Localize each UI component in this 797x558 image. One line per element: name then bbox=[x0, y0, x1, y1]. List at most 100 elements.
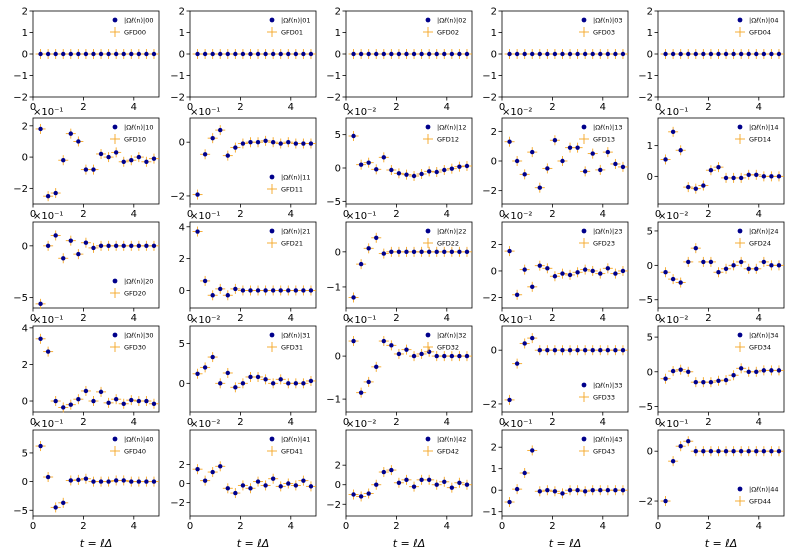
omega-marker bbox=[716, 51, 721, 57]
omega-marker bbox=[248, 486, 253, 491]
omega-marker bbox=[308, 378, 314, 384]
omega-marker bbox=[263, 377, 268, 382]
omega-marker bbox=[351, 51, 356, 57]
omega-marker bbox=[442, 51, 447, 57]
omega-marker bbox=[442, 353, 447, 359]
data-point bbox=[705, 256, 716, 267]
legend-label-gfd: GFD23 bbox=[593, 239, 615, 247]
y-tick-label: 0 bbox=[335, 50, 341, 61]
data-point bbox=[371, 361, 382, 372]
omega-marker bbox=[129, 479, 134, 484]
omega-marker bbox=[449, 249, 455, 255]
omega-marker bbox=[514, 292, 520, 297]
data-point bbox=[773, 446, 784, 457]
legend-label-gfd: GFD00 bbox=[124, 28, 146, 36]
omega-marker bbox=[723, 448, 729, 454]
omega-marker bbox=[381, 469, 386, 475]
legend: |Ωℓ(n)|21 GFD21 bbox=[267, 227, 311, 248]
data-point bbox=[580, 166, 591, 177]
x-tick-label: 4 bbox=[600, 521, 606, 532]
omega-marker bbox=[582, 169, 588, 174]
omega-marker bbox=[106, 51, 111, 57]
data-point bbox=[378, 152, 389, 163]
x-tick-label: 2 bbox=[393, 209, 399, 220]
omega-marker bbox=[278, 484, 283, 489]
omega-marker bbox=[195, 192, 200, 197]
x-tick-label: 2 bbox=[705, 102, 711, 113]
data-point bbox=[35, 441, 46, 452]
data-point bbox=[736, 256, 747, 267]
x-tick-label: 0 bbox=[655, 417, 661, 428]
data-point bbox=[348, 131, 359, 141]
y-tick-label: −5 bbox=[13, 293, 28, 304]
omega-marker bbox=[598, 271, 603, 276]
legend-marker-omega bbox=[737, 228, 743, 234]
omega-marker bbox=[293, 381, 299, 386]
omega-marker bbox=[776, 263, 782, 268]
omega-marker bbox=[225, 486, 230, 491]
y-tick-label: 0 bbox=[179, 50, 185, 61]
y-tick-label: −2 bbox=[482, 399, 497, 410]
subplot-10: −2 0 2 0 2 4 ×10⁻¹ |Ωℓ(n)|10 GFD10 bbox=[13, 107, 160, 220]
omega-marker bbox=[404, 477, 409, 483]
data-point bbox=[268, 473, 279, 484]
y-tick-label: 2 bbox=[22, 7, 28, 18]
omega-marker bbox=[434, 249, 439, 255]
omega-marker bbox=[278, 288, 283, 293]
data-point bbox=[88, 164, 99, 175]
omega-marker bbox=[464, 249, 470, 255]
data-point bbox=[572, 267, 583, 278]
data-point bbox=[610, 485, 621, 496]
legend-marker-omega bbox=[425, 436, 431, 442]
omega-marker bbox=[457, 249, 462, 255]
omega-marker bbox=[678, 444, 683, 449]
data-point bbox=[126, 155, 137, 166]
data-point bbox=[519, 338, 530, 349]
y-tick-label: 0 bbox=[491, 50, 497, 61]
legend-label-omega: |Ωℓ(n)|13 bbox=[593, 123, 623, 131]
data-point bbox=[549, 486, 560, 497]
omega-marker bbox=[202, 478, 208, 483]
x-tick-label: 0 bbox=[499, 521, 505, 532]
data-point bbox=[200, 149, 211, 160]
legend-marker-omega bbox=[269, 332, 275, 338]
y-tick-label: 0 bbox=[335, 247, 341, 258]
axis-multiplier: ×10⁻² bbox=[346, 419, 376, 430]
legend-marker-omega bbox=[112, 17, 118, 23]
y-tick-label: 0 bbox=[335, 480, 341, 491]
omega-marker bbox=[151, 243, 157, 249]
y-tick-label: −1 bbox=[638, 71, 653, 82]
data-point bbox=[580, 264, 591, 275]
data-point bbox=[439, 246, 450, 257]
y-tick-label: 2 bbox=[179, 7, 185, 18]
data-point bbox=[126, 476, 137, 487]
omega-marker bbox=[225, 51, 230, 57]
x-tick-label: 4 bbox=[131, 417, 137, 428]
legend-label-gfd: GFD40 bbox=[124, 447, 146, 455]
y-tick-label: −5 bbox=[326, 197, 341, 208]
x-axis-label: t = ℓΔ bbox=[393, 537, 426, 550]
omega-marker bbox=[144, 398, 149, 404]
x-tick-label: 4 bbox=[600, 313, 606, 324]
omega-marker bbox=[106, 243, 111, 249]
axis-multiplier: ×10⁻² bbox=[658, 211, 688, 222]
legend-label-gfd: GFD43 bbox=[593, 447, 615, 455]
omega-marker bbox=[366, 491, 371, 496]
omega-marker bbox=[761, 259, 767, 265]
omega-marker bbox=[514, 158, 520, 164]
omega-marker bbox=[83, 51, 89, 57]
data-point bbox=[534, 182, 545, 193]
omega-marker bbox=[701, 183, 706, 188]
data-point bbox=[230, 488, 241, 499]
omega-marker bbox=[663, 157, 668, 162]
y-tick-label: 5 bbox=[647, 226, 653, 237]
subplot-02: −2 −1 0 1 2 0 2 4 |Ωℓ(n)|02 GFD02 bbox=[326, 7, 473, 113]
omega-marker bbox=[560, 491, 565, 496]
data-point bbox=[675, 277, 686, 288]
y-tick-label: 5 bbox=[22, 448, 28, 459]
axes-frame bbox=[657, 429, 785, 517]
data-point bbox=[363, 488, 374, 499]
omega-marker bbox=[522, 267, 527, 272]
